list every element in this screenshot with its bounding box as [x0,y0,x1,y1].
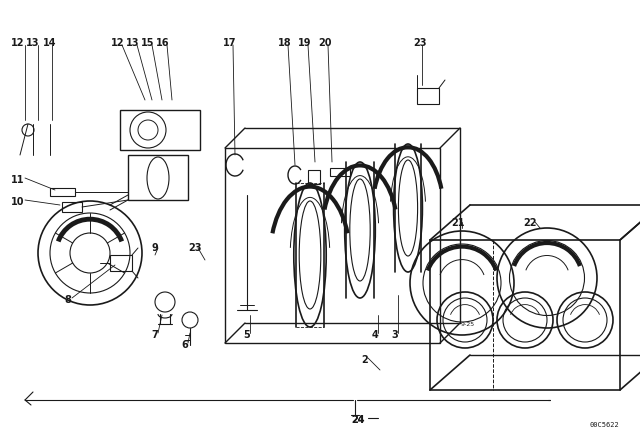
Text: 5: 5 [244,330,250,340]
Bar [110,255,132,271]
Text: 8: 8 [65,295,72,305]
Bar [120,110,200,150]
Text: 19: 19 [298,38,312,48]
Text: 3: 3 [392,330,398,340]
Text: 14: 14 [44,38,57,48]
Text: 20: 20 [318,38,332,48]
Text: 13: 13 [126,38,140,48]
Text: 11: 11 [12,175,25,185]
Text: 12: 12 [111,38,125,48]
Text: 18: 18 [278,38,292,48]
Text: 10: 10 [12,197,25,207]
Text: 9-25: 9-25 [461,323,475,327]
Text: 00C5622: 00C5622 [590,422,620,428]
Bar [128,155,188,200]
Text: 23: 23 [413,38,427,48]
Text: 9: 9 [152,243,158,253]
Bar [308,170,320,184]
Bar [50,188,75,196]
Text: 12: 12 [12,38,25,48]
Text: 16: 16 [156,38,170,48]
Text: 22: 22 [524,218,537,228]
Text: 13: 13 [26,38,40,48]
Text: 24: 24 [351,415,365,425]
Text: 17: 17 [223,38,237,48]
Text: 23: 23 [188,243,202,253]
Bar [62,202,82,212]
Text: 21: 21 [451,218,465,228]
Text: 24: 24 [351,415,365,425]
Bar [330,168,350,176]
Text: 4: 4 [372,330,378,340]
Bar [417,88,439,104]
Text: 15: 15 [141,38,155,48]
Bar [430,240,620,390]
Text: 7: 7 [152,330,158,340]
Text: 2: 2 [362,355,369,365]
Text: 6: 6 [182,340,188,350]
Bar [225,148,440,343]
